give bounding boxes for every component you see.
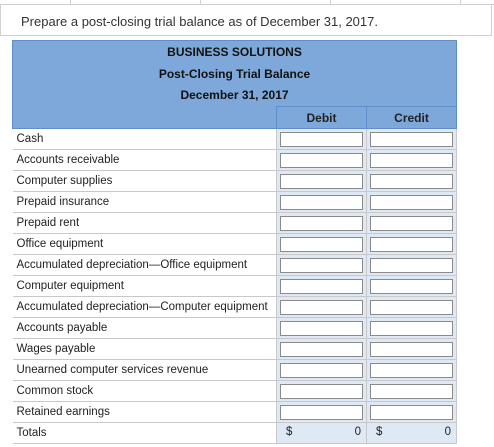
- debit-input[interactable]: [280, 236, 363, 252]
- divider: [460, 0, 461, 4]
- credit-total-value: 0: [444, 425, 452, 438]
- debit-input[interactable]: [280, 383, 363, 399]
- account-label: Accounts payable: [12, 317, 277, 339]
- debit-input[interactable]: [280, 341, 363, 357]
- account-label: Common stock: [12, 380, 277, 402]
- credit-total: $ 0: [370, 426, 453, 441]
- account-label: Wages payable: [12, 338, 277, 360]
- table-row: Retained earnings: [12, 401, 458, 423]
- totals-row: Totals $ 0 $ 0: [12, 422, 458, 444]
- table-row: Accounts receivable: [12, 149, 458, 171]
- debit-input[interactable]: [280, 152, 363, 168]
- account-label: Accounts receivable: [12, 149, 277, 171]
- credit-input[interactable]: [370, 278, 454, 294]
- table-row: Computer equipment: [12, 275, 458, 297]
- debit-input[interactable]: [280, 194, 363, 210]
- table-row: Accumulated depreciation—Office equipmen…: [12, 254, 458, 276]
- credit-input[interactable]: [370, 131, 454, 147]
- credit-input[interactable]: [370, 236, 454, 252]
- credit-column-header: Credit: [365, 106, 458, 129]
- debit-input[interactable]: [280, 173, 363, 189]
- debit-input[interactable]: [280, 215, 363, 231]
- account-label: Unearned computer services revenue: [12, 359, 277, 381]
- statement-title-row: Post-Closing Trial Balance: [11, 62, 458, 85]
- account-label: Accumulated depreciation—Office equipmen…: [12, 254, 277, 276]
- credit-input[interactable]: [370, 194, 454, 210]
- divider: [200, 0, 201, 4]
- credit-input[interactable]: [370, 320, 454, 336]
- debit-input[interactable]: [280, 257, 363, 273]
- statement-date: December 31, 2017: [11, 84, 458, 107]
- company-name-row: BUSINESS SOLUTIONS: [11, 40, 458, 63]
- table-row: Wages payable: [12, 338, 458, 360]
- table-row: Computer supplies: [12, 170, 458, 192]
- credit-input[interactable]: [370, 362, 454, 378]
- account-label: Prepaid insurance: [12, 191, 277, 213]
- question-prompt: Prepare a post-closing trial balance as …: [0, 5, 492, 36]
- debit-input[interactable]: [280, 362, 363, 378]
- credit-input[interactable]: [370, 257, 454, 273]
- debit-input[interactable]: [280, 299, 363, 315]
- table-row: Unearned computer services revenue: [12, 359, 458, 381]
- account-label: Office equipment: [12, 233, 277, 255]
- account-label: Computer supplies: [12, 170, 277, 192]
- credit-input[interactable]: [370, 215, 454, 231]
- account-label: Prepaid rent: [12, 212, 277, 234]
- credit-currency-symbol: $: [376, 425, 383, 438]
- company-name: BUSINESS SOLUTIONS: [11, 40, 458, 63]
- statement-date-row: December 31, 2017: [11, 84, 458, 107]
- table-row: Cash: [12, 128, 458, 150]
- debit-input[interactable]: [280, 404, 363, 420]
- credit-input[interactable]: [370, 404, 454, 420]
- account-column-header: [12, 106, 277, 129]
- credit-input[interactable]: [370, 341, 454, 357]
- account-label: Computer equipment: [12, 275, 277, 297]
- credit-input[interactable]: [370, 173, 454, 189]
- top-strip: [0, 0, 494, 5]
- table-row: Prepaid insurance: [12, 191, 458, 213]
- account-label: Retained earnings: [12, 401, 277, 423]
- debit-column-header: Debit: [276, 106, 367, 129]
- debit-input[interactable]: [280, 131, 363, 147]
- credit-input[interactable]: [370, 299, 454, 315]
- debit-currency-symbol: $: [286, 425, 293, 438]
- debit-input[interactable]: [280, 278, 363, 294]
- table-row: Accounts payable: [12, 317, 458, 339]
- totals-label: Totals: [12, 422, 277, 444]
- debit-input[interactable]: [280, 320, 363, 336]
- table-row: Office equipment: [12, 233, 458, 255]
- table-row: Accumulated depreciation—Computer equipm…: [12, 296, 458, 318]
- column-header-row: Debit Credit: [12, 106, 458, 129]
- table-row: Common stock: [12, 380, 458, 402]
- debit-total-value: 0: [354, 425, 361, 438]
- trial-balance-table: BUSINESS SOLUTIONS Post-Closing Trial Ba…: [11, 40, 458, 444]
- credit-input[interactable]: [370, 383, 454, 399]
- credit-input[interactable]: [370, 152, 454, 168]
- account-label: Accumulated depreciation—Computer equipm…: [12, 296, 277, 318]
- account-label: Cash: [12, 128, 277, 150]
- divider: [330, 0, 331, 4]
- debit-total: $ 0: [280, 426, 363, 441]
- divider: [70, 0, 71, 4]
- statement-title: Post-Closing Trial Balance: [11, 62, 458, 85]
- prompt-text: Prepare a post-closing trial balance as …: [21, 14, 378, 29]
- table-row: Prepaid rent: [12, 212, 458, 234]
